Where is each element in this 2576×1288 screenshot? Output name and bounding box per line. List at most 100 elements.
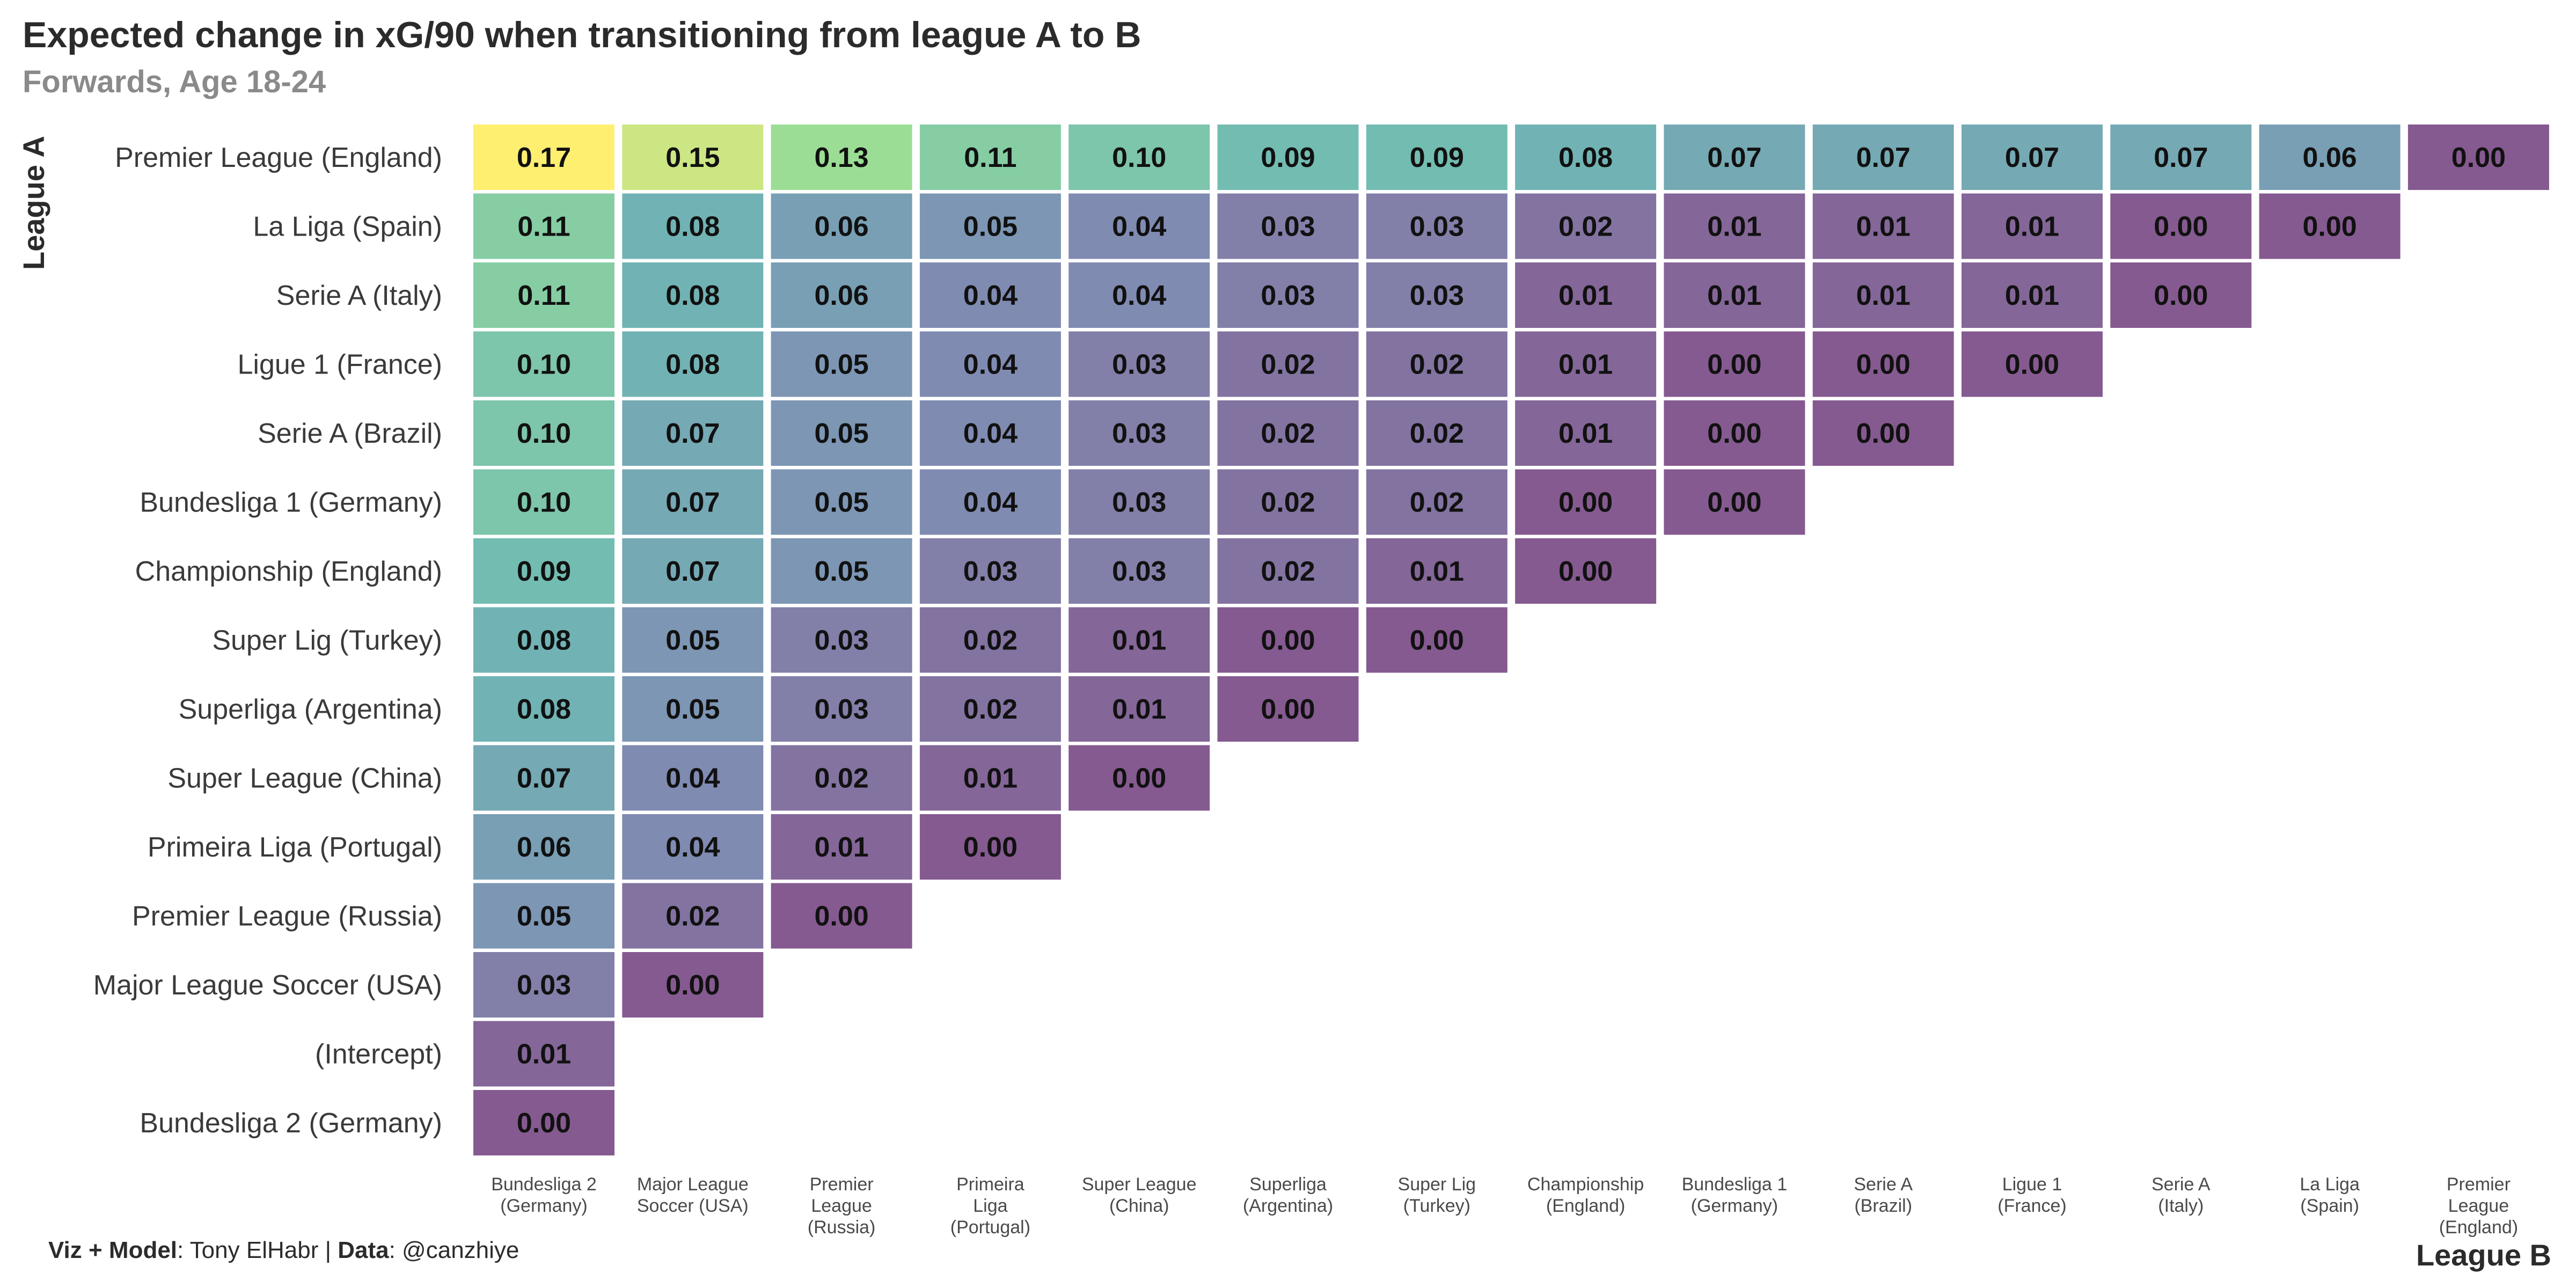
cell-value-label: 0.02 — [1261, 487, 1315, 518]
heatmap-cell — [771, 607, 912, 673]
cell-value-label: 0.08 — [665, 349, 720, 380]
cell-value-label: 0.08 — [517, 694, 571, 725]
heatmap-cell — [771, 676, 912, 742]
heatmap-cell — [1217, 262, 1359, 328]
heatmap-cell — [919, 400, 1061, 466]
column-labels: Bundesliga 2 (Germany) Major League Soccer … — [491, 1174, 2518, 1238]
cell-value-label: 0.03 — [1261, 211, 1315, 243]
cell-value-label: 0.03 — [814, 625, 868, 656]
cell-value-label: 0.13 — [814, 142, 868, 173]
row-label: Primeira Liga (Portugal) — [148, 832, 442, 863]
cell-value-label: 0.06 — [814, 280, 868, 311]
row-label: La Liga (Spain) — [253, 211, 442, 243]
cell-value-label: 0.05 — [814, 349, 868, 380]
heatmap-cell — [1069, 400, 1210, 466]
heatmap-cell — [473, 952, 614, 1018]
caption-viz-value: : Tony ElHabr | — [177, 1237, 338, 1263]
column-label: Bundesliga 1 (Germany) — [1682, 1174, 1788, 1216]
row-label: Championship (England) — [135, 556, 442, 587]
heatmap-cell — [1664, 331, 1805, 397]
heatmap-cell — [1812, 125, 1954, 190]
heatmap-cell — [622, 400, 764, 466]
cell-value-label: 0.05 — [814, 556, 868, 587]
cell-value-label: 0.11 — [517, 280, 570, 311]
heatmap-cell — [771, 745, 912, 811]
heatmap-cell — [1366, 469, 1507, 535]
cell-value-label: 0.00 — [2154, 280, 2208, 311]
heatmap-cell — [771, 883, 912, 949]
heatmap-cell — [622, 814, 764, 880]
heatmap-cell — [919, 331, 1061, 397]
heatmap-cell — [1515, 193, 1657, 259]
heatmap-cell — [1664, 469, 1805, 535]
column-label: Super Lig (Turkey) — [1398, 1174, 1476, 1216]
column-label: Serie A (Italy) — [2151, 1174, 2211, 1216]
cell-value-label: 0.00 — [2302, 211, 2357, 243]
cell-value-label: 0.09 — [1410, 142, 1464, 173]
heatmap-cell — [622, 883, 764, 949]
heatmap-cell — [622, 538, 764, 604]
cell-value-label: 0.00 — [2005, 349, 2059, 380]
cell-value-label: 0.04 — [665, 763, 720, 794]
row-labels: Premier League (England) La Liga (Spain) S… — [93, 142, 442, 1139]
heatmap-cell — [919, 125, 1061, 190]
heatmap-cell — [622, 193, 764, 259]
cell-value-label: 0.07 — [665, 556, 720, 587]
cell-value-label: 0.00 — [1410, 625, 1464, 656]
cell-value-label: 0.03 — [517, 970, 571, 1001]
heatmap-cell — [1217, 538, 1359, 604]
heatmap-cell — [771, 193, 912, 259]
cell-value-label: 0.02 — [1410, 487, 1464, 518]
heatmap-cell — [1515, 125, 1657, 190]
heatmap-cell — [919, 676, 1061, 742]
heatmap-cell — [2259, 193, 2401, 259]
row-label: Premier League (England) — [115, 142, 442, 173]
heatmap-cell — [919, 469, 1061, 535]
column-label: La Liga (Spain) — [2300, 1174, 2360, 1216]
caption: Viz + Model: Tony ElHabr | Data: @canzhi… — [48, 1237, 519, 1263]
heatmap-cell — [1366, 400, 1507, 466]
x-axis-title: League B — [2416, 1238, 2551, 1272]
cell-value-label: 0.08 — [665, 211, 720, 243]
cell-value-label: 0.07 — [665, 487, 720, 518]
heatmap-cell — [1812, 331, 1954, 397]
cell-value-label: 0.08 — [1558, 142, 1613, 173]
heatmap-cell — [771, 814, 912, 880]
heatmap-cell — [1962, 331, 2103, 397]
cell-value-label: 0.02 — [814, 763, 868, 794]
row-label: Super League (China) — [167, 763, 442, 794]
heatmap-cell — [771, 469, 912, 535]
cell-value-label: 0.03 — [1261, 280, 1315, 311]
heatmap-cell — [622, 125, 764, 190]
heatmap-cell — [1515, 331, 1657, 397]
column-label: Serie A (Brazil) — [1854, 1174, 1913, 1216]
cell-value-label: 0.00 — [2154, 211, 2208, 243]
heatmap-cell — [1217, 676, 1359, 742]
cell-value-label: 0.06 — [2302, 142, 2357, 173]
heatmap-cell — [1069, 125, 1210, 190]
heatmap-cell — [1664, 400, 1805, 466]
cell-value-label: 0.01 — [1112, 625, 1166, 656]
cell-value-label: 0.10 — [1112, 142, 1166, 173]
heatmap-cell — [1962, 193, 2103, 259]
heatmap-cell — [622, 262, 764, 328]
cell-value-label: 0.05 — [665, 625, 720, 656]
cell-value-label: 0.01 — [1410, 556, 1464, 587]
cell-value-label: 0.01 — [517, 1039, 571, 1070]
heatmap-cell — [1515, 538, 1657, 604]
cell-value-label: 0.04 — [963, 418, 1018, 449]
heatmap-cell — [1812, 193, 1954, 259]
cell-value-label: 0.07 — [1707, 142, 1761, 173]
chart-title: Expected change in xG/90 when transition… — [23, 14, 1141, 55]
heatmap-cell — [1515, 262, 1657, 328]
cell-value-label: 0.05 — [814, 418, 868, 449]
cell-value-label: 0.10 — [517, 349, 571, 380]
cell-value-label: 0.03 — [1112, 556, 1166, 587]
cell-value-label: 0.11 — [517, 211, 570, 243]
cell-value-label: 0.09 — [1261, 142, 1315, 173]
cell-value-label: 0.00 — [1707, 487, 1761, 518]
row-label: Superliga (Argentina) — [179, 694, 442, 725]
cell-value-label: 0.01 — [1856, 280, 1911, 311]
heatmap-cell — [622, 952, 764, 1018]
cell-value-label: 0.06 — [814, 211, 868, 243]
